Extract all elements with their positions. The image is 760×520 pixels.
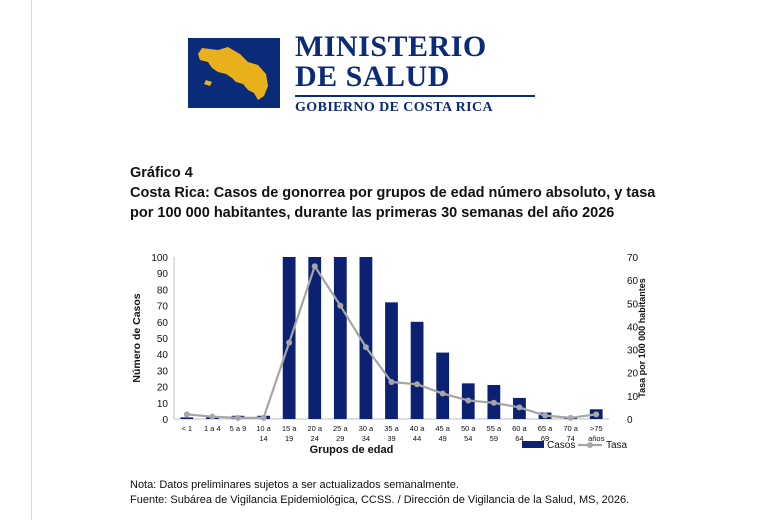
x-tick-label: 14 xyxy=(259,434,267,443)
point-tasa xyxy=(209,413,216,420)
y2-tick-label: 50 xyxy=(627,299,639,310)
x-tick-label: 55 a xyxy=(487,424,502,433)
figure-title-line2: por 100 000 habitantes, durante las prim… xyxy=(130,205,615,221)
bar-casos xyxy=(180,417,194,419)
x-tick-label: 40 a xyxy=(410,424,425,433)
y-tick-label: 20 xyxy=(157,383,169,394)
x-tick-label: 10 a xyxy=(256,424,271,433)
legend-label-casos: Casos xyxy=(547,440,575,451)
logo-text: MINISTERIO DE SALUD GOBIERNO DE COSTA RI… xyxy=(295,32,540,116)
x-tick-label: >75 xyxy=(590,424,603,433)
footer-note: Nota: Datos preliminares sujetos a ser a… xyxy=(130,479,459,491)
bar-casos xyxy=(359,257,373,419)
x-tick-label: 35 a xyxy=(384,424,399,433)
legend-swatch-casos xyxy=(522,441,544,448)
point-tasa xyxy=(516,404,523,411)
y2-tick-label: 60 xyxy=(627,276,639,287)
y-tick-label: 30 xyxy=(157,366,169,377)
y-tick-label: 90 xyxy=(157,269,169,280)
logo-de-salud: DE SALUD xyxy=(295,60,450,93)
y2-axis-title: Tasa por 100 000 habitantes xyxy=(637,278,647,397)
x-tick-label: 1 a 4 xyxy=(204,424,221,433)
x-tick-label: 69 xyxy=(541,434,549,443)
x-tick-label: 54 xyxy=(464,434,472,443)
y2-tick-label: 10 xyxy=(627,392,639,403)
y2-tick-label: 0 xyxy=(627,415,633,426)
y2-tick-label: 20 xyxy=(627,369,639,380)
y-tick-label: 10 xyxy=(157,399,169,410)
point-tasa xyxy=(234,414,241,421)
x-axis-title: Grupos de edad xyxy=(310,444,394,456)
x-tick-label: 59 xyxy=(490,434,498,443)
logo-gobierno: GOBIERNO DE COSTA RICA xyxy=(295,100,493,115)
point-tasa xyxy=(388,378,395,385)
x-tick-label: 64 xyxy=(515,434,523,443)
bar-casos xyxy=(436,352,450,419)
x-tick-label: 34 xyxy=(362,434,370,443)
point-tasa xyxy=(362,344,369,351)
x-tick-label: 15 a xyxy=(282,424,297,433)
x-tick-label: 60 a xyxy=(512,424,527,433)
ministry-logo xyxy=(188,38,280,108)
page-edge-line xyxy=(31,0,32,520)
bar-casos xyxy=(333,257,347,419)
point-tasa xyxy=(311,263,318,270)
y-tick-label: 80 xyxy=(157,285,169,296)
bar-casos xyxy=(410,321,424,419)
y-tick-label: 50 xyxy=(157,334,169,345)
y2-tick-label: 40 xyxy=(627,322,639,333)
x-tick-label: 45 a xyxy=(435,424,450,433)
point-tasa xyxy=(490,399,497,406)
point-tasa xyxy=(337,302,344,309)
logo-rule xyxy=(295,95,535,97)
point-tasa xyxy=(439,390,446,397)
x-tick-label: 70 a xyxy=(563,424,578,433)
x-tick-label: 39 xyxy=(387,434,395,443)
x-tick-label: 20 a xyxy=(307,424,322,433)
y-tick-label: 0 xyxy=(162,415,168,426)
y2-tick-label: 70 xyxy=(627,253,639,264)
costa-rica-map-icon xyxy=(198,47,268,100)
x-tick-label: 19 xyxy=(285,434,293,443)
x-tick-label: < 1 xyxy=(181,424,192,433)
figure-label: Gráfico 4 xyxy=(130,165,193,181)
x-tick-label: 44 xyxy=(413,434,421,443)
gonorrhea-age-chart: 0 10 20 30 40 50 60 70 80 90 100 0 10 20 30 40 50 60 70 Núm… xyxy=(131,253,647,456)
point-tasa xyxy=(414,381,421,388)
figure-title-block: Gráfico 4 Costa Rica: Casos de gonorrea … xyxy=(130,163,690,223)
legend-marker-tasa xyxy=(587,442,593,448)
x-tick-label: 74 xyxy=(566,434,574,443)
figure-title-line1: Costa Rica: Casos de gonorrea por grupos… xyxy=(130,185,656,201)
y-tick-label: 70 xyxy=(157,302,169,313)
bar-casos xyxy=(308,257,322,419)
bar-casos xyxy=(385,302,398,419)
point-tasa xyxy=(567,414,574,421)
x-tick-label: 29 xyxy=(336,434,344,443)
bar-casos xyxy=(282,257,296,419)
y-tick-label: 40 xyxy=(157,350,169,361)
x-tick-label: 5 a 9 xyxy=(230,424,247,433)
x-tick-label: años xyxy=(588,434,605,443)
x-tick-label: 65 a xyxy=(538,424,553,433)
legend-label-tasa: Tasa xyxy=(606,440,628,451)
point-tasa xyxy=(260,414,267,421)
x-tick-label: 25 a xyxy=(333,424,348,433)
point-tasa xyxy=(542,412,549,419)
y-tick-label: 100 xyxy=(151,253,168,264)
point-tasa xyxy=(183,411,190,418)
x-tick-label: 50 a xyxy=(461,424,476,433)
x-tick-label: 30 a xyxy=(359,424,374,433)
y-axis-title: Número de Casos xyxy=(131,293,143,382)
logo-ministerio: MINISTERIO xyxy=(295,30,487,63)
point-tasa xyxy=(465,397,472,404)
chart-footer: Nota: Datos preliminares sujetos a ser a… xyxy=(130,478,730,508)
x-tick-label: 49 xyxy=(439,434,447,443)
y2-tick-label: 30 xyxy=(627,346,639,357)
footer-source: Fuente: Subárea de Vigilancia Epidemioló… xyxy=(130,494,630,506)
y-tick-label: 60 xyxy=(157,318,169,329)
point-tasa xyxy=(593,411,600,418)
point-tasa xyxy=(286,339,293,346)
costa-rica-island-icon xyxy=(204,80,212,86)
x-tick-label: 24 xyxy=(311,434,319,443)
